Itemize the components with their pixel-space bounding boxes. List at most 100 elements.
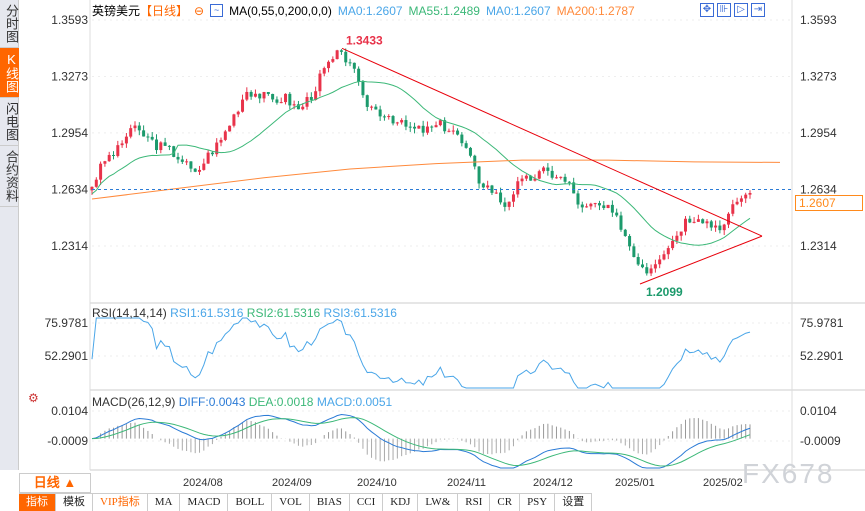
indicator-icon[interactable]: ~ <box>210 4 224 17</box>
candle-body <box>365 95 369 107</box>
candle-body <box>339 50 343 52</box>
candle-body <box>189 161 193 169</box>
settings-icon[interactable]: ⊖ <box>194 3 205 18</box>
candle-body <box>580 204 584 208</box>
rsi-tick-left: 75.9781 <box>45 316 89 330</box>
candle-body <box>456 130 460 135</box>
indicator-tab-BOLL[interactable]: BOLL <box>228 494 273 511</box>
candle-body <box>382 116 386 118</box>
candle-body <box>718 225 722 231</box>
move-icon[interactable]: ✥ <box>700 3 714 17</box>
candle-body <box>245 91 249 100</box>
candle-body <box>735 201 739 205</box>
candle-body <box>683 218 687 232</box>
current-price-label: 1.2607 <box>795 195 863 211</box>
candle-body <box>112 154 116 156</box>
candle-body <box>142 130 146 137</box>
candle-body <box>421 125 425 133</box>
rsi-tick-right: 75.9781 <box>800 316 844 330</box>
sidebar-tab-1[interactable]: K线图 <box>0 48 19 98</box>
candle-body <box>378 109 382 117</box>
candle-body <box>602 205 606 209</box>
sidebar-tab-0[interactable]: 分时图 <box>0 0 19 48</box>
diff-value: DIFF:0.0043 <box>178 395 246 409</box>
indicator-tab-VIP指标[interactable]: VIP指标 <box>93 494 148 511</box>
macd-settings-icon: ⚙ <box>28 391 39 405</box>
candle-body <box>137 125 141 131</box>
price-tick-right: 1.2314 <box>800 239 837 253</box>
candle-body <box>344 51 348 63</box>
candle-body <box>628 236 632 247</box>
candle-body <box>249 91 253 97</box>
period-button[interactable]: 日线 ▲ <box>19 473 91 493</box>
rsi3-value: RSI3:61.5316 <box>323 306 397 320</box>
month-label: 2025/02 <box>703 477 743 489</box>
indicator-tab-LW&[interactable]: LW& <box>418 494 459 511</box>
candle-body <box>185 161 189 163</box>
candle-body <box>391 116 395 124</box>
candle-body <box>133 125 137 129</box>
zoom-out-icon[interactable]: ▷ <box>734 3 748 17</box>
sidebar-tab-3[interactable]: 合约资料 <box>0 146 19 207</box>
indicator-tab-BIAS[interactable]: BIAS <box>310 494 350 511</box>
end-icon[interactable]: ⇥ <box>751 3 765 17</box>
candle-body <box>262 91 266 99</box>
candle-body <box>193 168 197 172</box>
zoom-in-icon[interactable]: ⊪ <box>717 3 731 17</box>
indicator-tab-CCI[interactable]: CCI <box>350 494 384 511</box>
indicator-tab-MACD[interactable]: MACD <box>180 494 229 511</box>
indicator-tab-RSI[interactable]: RSI <box>458 494 491 511</box>
candle-body <box>228 125 232 132</box>
candle-body <box>529 175 533 181</box>
indicator-tab-指标[interactable]: 指标 <box>19 494 56 511</box>
candle-body <box>619 215 623 230</box>
dea-value: DEA:0.0018 <box>248 395 314 409</box>
candle-body <box>658 259 662 265</box>
candle-body <box>572 182 576 194</box>
month-label: 2024/12 <box>533 477 573 489</box>
candle-body <box>215 142 219 155</box>
candle-body <box>223 131 227 140</box>
candle-body <box>395 122 399 124</box>
trendline-upper <box>341 47 763 237</box>
month-label: 2024/08 <box>183 477 223 489</box>
sidebar-tab-2[interactable]: 闪电图 <box>0 98 19 146</box>
indicator-tab-KDJ[interactable]: KDJ <box>383 494 419 511</box>
rsi-tick-left: 52.2901 <box>45 349 89 363</box>
candle-body <box>554 177 558 179</box>
chart-header: 英镑美元 【日线】 ⊖ ~ MA(0,55,0,200,0,0) MA0:1.2… <box>92 2 635 19</box>
indicator-tab-设置[interactable]: 设置 <box>555 494 593 511</box>
candle-body <box>666 248 670 255</box>
ma0-value: MA0:1.2607 <box>337 3 403 18</box>
candle-body <box>352 62 356 69</box>
candle-body <box>563 176 567 182</box>
indicator-tab-CR[interactable]: CR <box>490 494 521 511</box>
diff-line <box>91 413 751 469</box>
candle-body <box>701 219 705 224</box>
rsi2-value: RSI2:61.5316 <box>246 306 321 320</box>
ma-label: MA(0,55,0,200,0,0) <box>229 3 332 18</box>
candle-body <box>640 264 644 268</box>
candle-body <box>593 203 597 205</box>
candle-body <box>671 240 675 249</box>
indicator-tab-模板[interactable]: 模板 <box>56 494 93 511</box>
candle-body <box>284 93 288 103</box>
candle-body <box>567 181 571 183</box>
candle-body <box>520 178 524 182</box>
indicator-tab-VOL[interactable]: VOL <box>272 494 310 511</box>
candle-body <box>322 68 326 74</box>
candle-body <box>696 219 700 222</box>
candle-body <box>94 179 98 187</box>
candle-body <box>232 114 236 126</box>
candle-body <box>675 235 679 241</box>
candle-body <box>546 167 550 171</box>
price-chart[interactable]: 1.3593 1.3593 1.3273 1.3273 1.2954 1.2954 1.26… <box>0 0 865 495</box>
indicator-tab-MA[interactable]: MA <box>148 494 181 511</box>
month-label: 2025/01 <box>615 477 655 489</box>
month-label: 2024/09 <box>272 477 312 489</box>
candle-body <box>615 212 619 216</box>
candle-body <box>357 68 361 82</box>
candle-body <box>176 156 180 160</box>
indicator-tab-PSY[interactable]: PSY <box>520 494 556 511</box>
candle-body <box>150 136 154 140</box>
